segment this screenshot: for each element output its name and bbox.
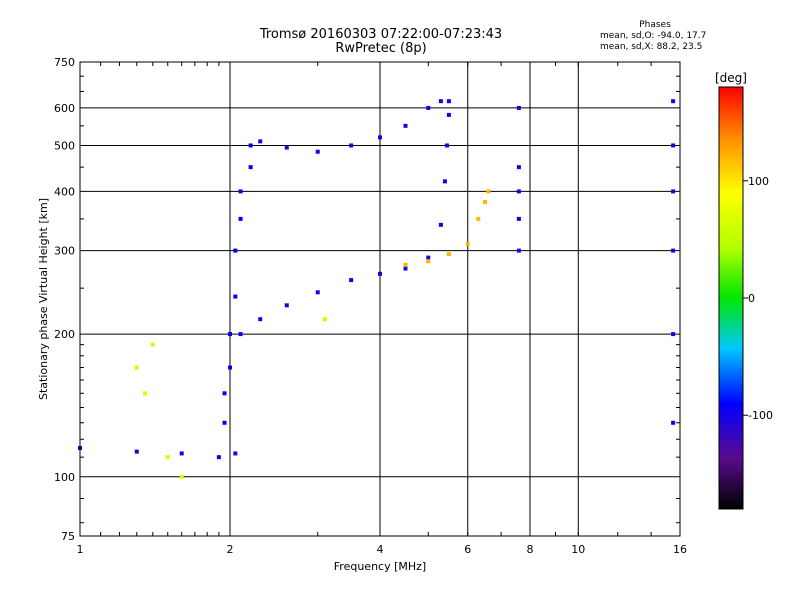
data-point bbox=[322, 317, 327, 322]
data-point bbox=[426, 105, 431, 110]
y-tick-label: 200 bbox=[54, 328, 75, 341]
data-point bbox=[516, 105, 521, 110]
colorbar-tick-label: 0 bbox=[748, 292, 755, 305]
colorbar-ticks: -100 0 100 bbox=[743, 175, 773, 422]
phases-legend: Phases mean, sd,O: -94.0, 17.7 mean, sd,… bbox=[600, 20, 710, 53]
x-tick-label: 4 bbox=[377, 543, 384, 556]
data-point bbox=[315, 290, 320, 295]
data-point bbox=[438, 222, 443, 227]
data-point bbox=[222, 420, 227, 425]
y-tick-label: 100 bbox=[54, 471, 75, 484]
y-tick-label: 600 bbox=[54, 102, 75, 115]
data-point bbox=[426, 259, 431, 264]
data-point bbox=[349, 143, 354, 148]
data-point bbox=[142, 391, 147, 396]
data-point bbox=[222, 391, 227, 396]
data-point bbox=[486, 189, 491, 194]
data-point bbox=[179, 451, 184, 456]
x-tick-label: 2 bbox=[227, 543, 234, 556]
data-point bbox=[233, 451, 238, 456]
data-point bbox=[446, 112, 451, 117]
data-point bbox=[238, 216, 243, 221]
y-tick-label: 300 bbox=[54, 245, 75, 258]
colorbar-tick-label: 100 bbox=[748, 175, 769, 188]
data-point bbox=[349, 278, 354, 283]
y-axis-label: Stationary phase Virtual Height [km] bbox=[37, 198, 50, 400]
data-point bbox=[284, 303, 289, 308]
data-point bbox=[216, 455, 221, 460]
data-point bbox=[671, 189, 676, 194]
x-tick-label: 8 bbox=[527, 543, 534, 556]
data-point bbox=[403, 123, 408, 128]
y-tick-label: 750 bbox=[54, 56, 75, 69]
data-point bbox=[446, 99, 451, 104]
chart-title-line1: Tromsø 20160303 07:22:00-07:23:43 bbox=[259, 27, 503, 42]
data-point bbox=[516, 165, 521, 170]
x-tick-label: 16 bbox=[673, 543, 687, 556]
data-point bbox=[248, 143, 253, 148]
data-point bbox=[258, 317, 263, 322]
data-point bbox=[378, 271, 382, 276]
data-point bbox=[233, 248, 238, 253]
data-point bbox=[134, 449, 139, 454]
y-tick-label: 75 bbox=[61, 530, 75, 543]
data-point bbox=[442, 179, 447, 184]
data-point bbox=[516, 189, 521, 194]
y-tick-label: 500 bbox=[54, 139, 75, 152]
data-point bbox=[465, 241, 470, 246]
data-point bbox=[483, 199, 488, 204]
data-point bbox=[228, 332, 232, 337]
colorbar-label: [deg] bbox=[715, 71, 747, 85]
y-axis-ticks: 75 100 200 300 400 500 600 750 bbox=[54, 56, 680, 543]
data-point bbox=[238, 332, 243, 337]
data-point bbox=[476, 216, 481, 221]
data-point bbox=[438, 99, 443, 104]
data-point bbox=[671, 143, 676, 148]
data-point bbox=[228, 365, 232, 370]
data-point bbox=[134, 365, 139, 370]
colorbar bbox=[718, 86, 744, 510]
x-axis-ticks: 1 2 4 6 8 10 16 bbox=[77, 62, 687, 556]
colorbar-tick-label: -100 bbox=[748, 409, 773, 422]
grid-lines bbox=[80, 62, 680, 536]
data-point bbox=[403, 266, 408, 271]
data-point bbox=[233, 294, 238, 299]
data-point bbox=[378, 135, 382, 140]
data-point bbox=[248, 165, 253, 170]
x-tick-label: 10 bbox=[571, 543, 585, 556]
data-point bbox=[516, 216, 521, 221]
data-point bbox=[238, 189, 243, 194]
data-point bbox=[284, 145, 289, 150]
data-point bbox=[671, 420, 676, 425]
data-point bbox=[150, 342, 155, 347]
data-point bbox=[258, 139, 263, 144]
phases-header: Phases bbox=[639, 20, 671, 30]
data-point bbox=[426, 255, 431, 260]
data-point bbox=[671, 332, 676, 337]
x-tick-label: 6 bbox=[464, 543, 471, 556]
data-point bbox=[444, 143, 449, 148]
y-tick-label: 400 bbox=[54, 185, 75, 198]
data-point bbox=[403, 262, 408, 267]
data-point bbox=[671, 99, 676, 104]
data-points bbox=[78, 99, 676, 479]
phases-o-stats: mean, sd,O: -94.0, 17.7 bbox=[600, 31, 707, 41]
data-point bbox=[671, 248, 676, 253]
data-point bbox=[516, 248, 521, 253]
data-point bbox=[165, 455, 170, 460]
x-axis-label: Frequency [MHz] bbox=[334, 560, 426, 573]
x-tick-label: 1 bbox=[77, 543, 84, 556]
data-point bbox=[446, 252, 451, 257]
data-point bbox=[179, 474, 184, 479]
chart-title-line2: RwPretec (8p) bbox=[335, 41, 427, 56]
data-point bbox=[315, 149, 320, 154]
phases-x-stats: mean, sd,X: 88.2, 23.5 bbox=[600, 42, 703, 52]
